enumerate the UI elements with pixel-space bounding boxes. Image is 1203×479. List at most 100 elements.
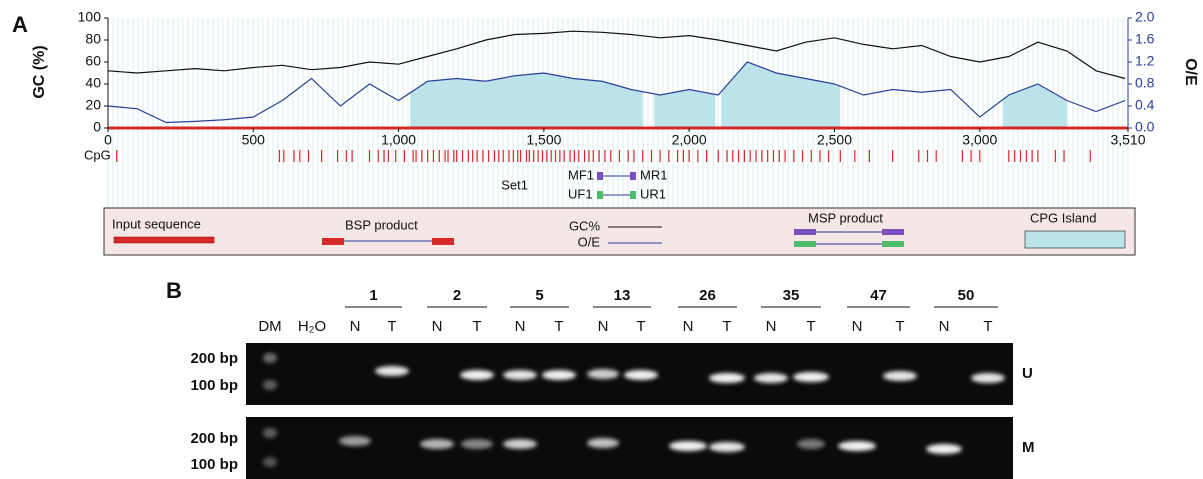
- legend-label: GC%: [569, 218, 601, 233]
- primer-label: MF1: [568, 167, 594, 182]
- x-tick-label: 1,500: [526, 132, 561, 148]
- legend-swatch: [794, 229, 816, 235]
- x-tick-label: 2,500: [817, 132, 852, 148]
- gel-band: [797, 439, 825, 449]
- lane-label: H₂O: [298, 318, 326, 335]
- y-tick-label: 20: [85, 97, 101, 113]
- gel-band: [838, 441, 876, 451]
- legend-label: BSP product: [345, 217, 418, 232]
- legend-swatch: [1024, 230, 1126, 249]
- lane-label: T: [806, 318, 815, 335]
- gel-band: [263, 380, 277, 390]
- legend-label: CPG Island: [1030, 210, 1096, 225]
- size-label: 100 bp: [190, 456, 238, 473]
- sample-label: 1: [369, 287, 377, 304]
- legend-swatch: [322, 238, 344, 245]
- gel-band: [669, 441, 707, 451]
- lane-label: T: [636, 318, 645, 335]
- gel-band: [587, 369, 619, 379]
- y-tick-label: 40: [85, 75, 101, 91]
- primer-label: UF1: [568, 186, 593, 201]
- primer: [597, 172, 603, 180]
- gel-band: [709, 373, 745, 383]
- gel-band: [263, 428, 277, 438]
- gel-band: [754, 373, 788, 383]
- panel-label: B: [166, 278, 182, 303]
- y2-tick-label: 1.2: [1135, 53, 1155, 69]
- gel-band: [793, 372, 829, 382]
- lane-label: N: [350, 318, 361, 335]
- y2-tick-label: 0.8: [1135, 75, 1155, 91]
- x-tick-label: 3,510: [1110, 132, 1145, 148]
- legend-label: O/E: [578, 234, 601, 249]
- y-tick-label: 0: [93, 119, 101, 135]
- y-tick-label: 100: [78, 9, 102, 25]
- set-label: Set1: [501, 177, 528, 192]
- size-label: 200 bp: [190, 430, 238, 447]
- gel-band: [375, 366, 409, 376]
- lane-label: T: [722, 318, 731, 335]
- sample-label: 5: [535, 287, 543, 304]
- y-axis-label: GC (%): [31, 45, 48, 98]
- lane-label: N: [515, 318, 526, 335]
- size-label: 100 bp: [190, 377, 238, 394]
- series-line: [108, 61, 1126, 124]
- legend: Input sequence BSP product GC% O/E MSP p…: [103, 207, 1136, 256]
- lane-label: T: [472, 318, 481, 335]
- gel-band: [542, 370, 576, 380]
- panel-label: A: [12, 12, 28, 37]
- y-tick-label: 80: [85, 31, 101, 47]
- legend-swatch: [882, 241, 904, 247]
- gel-band: [883, 371, 917, 381]
- gel-band: [503, 370, 537, 380]
- sample-label: 47: [870, 287, 887, 304]
- lane-label: N: [598, 318, 609, 335]
- lane-label: DM: [258, 318, 281, 335]
- lane-label: T: [387, 318, 396, 335]
- lane-label: N: [766, 318, 777, 335]
- y2-axis-label: O/E: [1182, 58, 1199, 86]
- lane-label: T: [895, 318, 904, 335]
- y-tick-label: 60: [85, 53, 101, 69]
- gel-image: [246, 417, 1013, 479]
- legend-label: MSP product: [808, 210, 883, 225]
- primer: [630, 172, 636, 180]
- lane-label: T: [554, 318, 563, 335]
- gel-band: [263, 457, 277, 467]
- row-label: M: [1022, 439, 1035, 456]
- y2-tick-label: 2.0: [1135, 9, 1155, 25]
- primer-label: MR1: [640, 167, 667, 182]
- lane-label: N: [852, 318, 863, 335]
- gel-band: [624, 370, 658, 380]
- legend-label: Input sequence: [112, 216, 201, 231]
- sample-label: 26: [699, 287, 716, 304]
- gel-band: [460, 370, 494, 380]
- x-tick-label: 500: [242, 132, 266, 148]
- cpg-label: CpG: [84, 147, 111, 162]
- gel-band: [503, 439, 537, 449]
- legend-swatch: [432, 238, 454, 245]
- sample-label: 35: [783, 287, 800, 304]
- sample-label: 50: [958, 287, 975, 304]
- lane-label: N: [432, 318, 443, 335]
- legend-swatch: [794, 241, 816, 247]
- x-tick-label: 0: [104, 132, 112, 148]
- legend-swatch: [113, 236, 215, 244]
- gel-band: [339, 436, 371, 446]
- lane-label: T: [983, 318, 992, 335]
- lane-label: N: [683, 318, 694, 335]
- x-tick-label: 1,000: [381, 132, 416, 148]
- gel-band: [263, 353, 277, 363]
- x-tick-label: 3,000: [962, 132, 997, 148]
- y2-tick-label: 0.0: [1135, 119, 1155, 135]
- sample-label: 13: [614, 287, 631, 304]
- x-tick-label: 2,000: [672, 132, 707, 148]
- y2-tick-label: 0.4: [1135, 97, 1155, 113]
- primer-label: UR1: [640, 186, 666, 201]
- sample-label: 2: [453, 287, 461, 304]
- size-label: 200 bp: [190, 350, 238, 367]
- gel-band: [926, 444, 962, 454]
- primer: [597, 191, 603, 199]
- gel-band: [587, 438, 619, 448]
- gel-band: [420, 439, 454, 449]
